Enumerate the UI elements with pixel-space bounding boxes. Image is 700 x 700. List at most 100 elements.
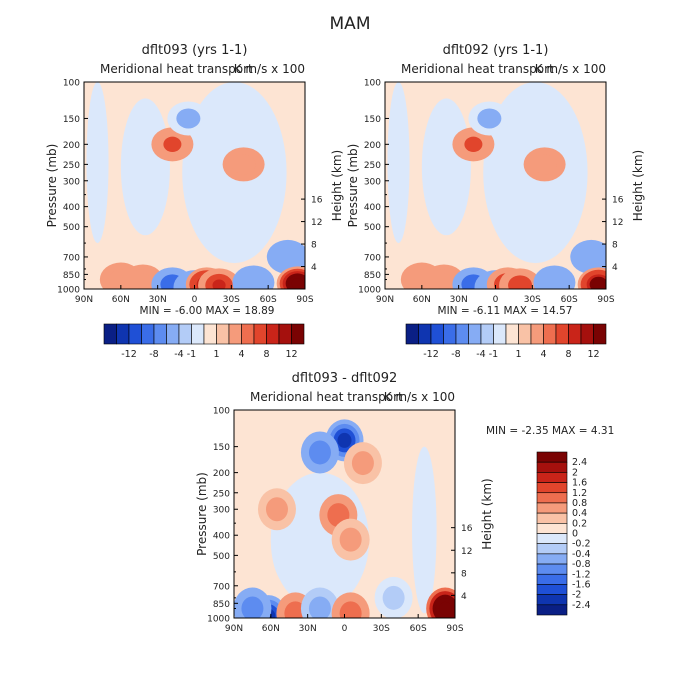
color-bar-label: -1 (489, 349, 498, 360)
contour-blob (278, 249, 297, 265)
contour-blob (244, 274, 263, 289)
color-bar-swatch (468, 323, 482, 345)
color-bar-swatch (141, 323, 155, 345)
x-tick-label: 90N (225, 624, 243, 634)
color-bar-swatch (536, 573, 568, 585)
contour-field (234, 410, 455, 618)
x-tick-label: 0 (493, 295, 499, 305)
contour-blob (339, 527, 362, 552)
contour-blob (382, 585, 405, 610)
y2-tick-label: 12 (612, 218, 623, 228)
y-tick-label: 500 (63, 223, 80, 233)
y-tick-label: 850 (63, 271, 80, 281)
color-bar-swatch (116, 323, 130, 345)
color-bar-label: 1.6 (572, 478, 587, 489)
color-bar-swatch (291, 323, 305, 345)
color-bar-label: 2.4 (572, 457, 587, 468)
contour-blob (212, 279, 226, 289)
color-bar-swatch (216, 323, 230, 345)
contour-blob (308, 596, 331, 618)
color-bar-label: -12 (121, 349, 137, 360)
contour-blob (337, 432, 352, 448)
contour-blob (545, 274, 564, 289)
color-bar: -12 -8 -4 -1 1 4 8 12 (405, 323, 607, 360)
panel-2: dflt092 (yrs 1-1) Meridional heat transpo… (346, 43, 645, 360)
color-bar-swatch (536, 492, 568, 504)
x-tick-label: 90N (376, 295, 394, 305)
x-tick-label: 60N (262, 624, 280, 634)
y-axis-label: Pressure (mb) (346, 144, 360, 228)
y-tick-label: 700 (63, 253, 80, 263)
y-tick-label: 100 (213, 407, 230, 417)
x-tick-label: 90N (75, 295, 93, 305)
y-tick-label: 200 (364, 141, 381, 151)
color-bar-swatch (253, 323, 267, 345)
y-tick-label: 200 (213, 469, 230, 479)
color-bar-swatch (536, 482, 568, 494)
x-tick-label: 60S (410, 624, 427, 634)
panel-subtitle: Meridional heat transport (401, 62, 554, 76)
contour-blob (163, 136, 182, 152)
min-max-label: MIN = -2.35 MAX = 4.31 (486, 425, 614, 437)
contour-blob (284, 601, 307, 618)
panel-title: dflt092 (yrs 1-1) (443, 43, 549, 58)
contour-blob (241, 596, 264, 618)
color-bar-swatch (536, 533, 568, 544)
y-tick-label: 250 (364, 161, 381, 171)
color-bar-label: 0.4 (572, 508, 587, 519)
x-tick-label: 30S (223, 295, 240, 305)
y-tick-label: 1000 (358, 286, 381, 296)
color-bar-swatch (580, 323, 594, 345)
y-tick-label: 850 (364, 271, 381, 281)
x-tick-label: 0 (342, 624, 348, 634)
color-bar-swatch (153, 323, 167, 345)
color-bar: -12 -8 -4 -1 1 4 8 12 (103, 323, 305, 360)
color-bar-swatch (536, 512, 568, 524)
y-tick-label: 400 (364, 203, 381, 213)
contour-blob (291, 278, 304, 289)
contour-blob (532, 154, 557, 175)
panel-units: K m/s x 100 (535, 62, 606, 76)
panel-1: dflt093 (yrs 1-1) Meridional heat transpo… (45, 43, 344, 360)
color-bar-swatch (418, 323, 432, 345)
contour-blob (133, 273, 152, 289)
field-band (412, 446, 437, 614)
color-bar-label: 4 (540, 349, 546, 360)
color-bar-swatch (536, 451, 568, 463)
color-bar-swatch (568, 323, 582, 345)
color-bar-label: -4 (174, 349, 183, 360)
contour-blob (351, 451, 374, 476)
color-bar-label: 2 (572, 467, 578, 478)
y2-tick-label: 8 (461, 569, 467, 579)
panel-subtitle: Meridional heat transport (250, 390, 403, 404)
y-tick-label: 700 (364, 253, 381, 263)
x-tick-label: 30S (524, 295, 541, 305)
color-bar-swatch (536, 584, 568, 595)
contour-field (385, 82, 606, 289)
panel-units: K m/s x 100 (384, 390, 455, 404)
color-bar-swatch (536, 604, 568, 616)
color-bar-swatch (536, 472, 568, 483)
color-bar-label: 0 (572, 529, 578, 540)
field-band (120, 98, 170, 236)
color-bar-swatch (505, 323, 519, 345)
y-tick-label: 250 (63, 161, 80, 171)
y2-axis-label: Height (km) (631, 150, 645, 221)
y-tick-label: 400 (63, 203, 80, 213)
color-bar-label: -4 (476, 349, 485, 360)
color-bar-label: 12 (285, 349, 297, 360)
color-bar-swatch (480, 323, 494, 345)
field-band (387, 82, 410, 244)
contour-blob (592, 279, 605, 289)
x-tick-label: 60N (413, 295, 431, 305)
x-tick-label: 60S (561, 295, 578, 305)
x-tick-label: 30N (149, 295, 167, 305)
y2-tick-label: 4 (612, 263, 618, 273)
figure-title: MAM (330, 14, 371, 34)
color-bar-swatch (278, 323, 292, 345)
color-bar-swatch (430, 323, 444, 345)
y-tick-label: 250 (213, 489, 230, 499)
x-tick-label: 90S (296, 295, 313, 305)
y-tick-label: 700 (213, 582, 230, 592)
